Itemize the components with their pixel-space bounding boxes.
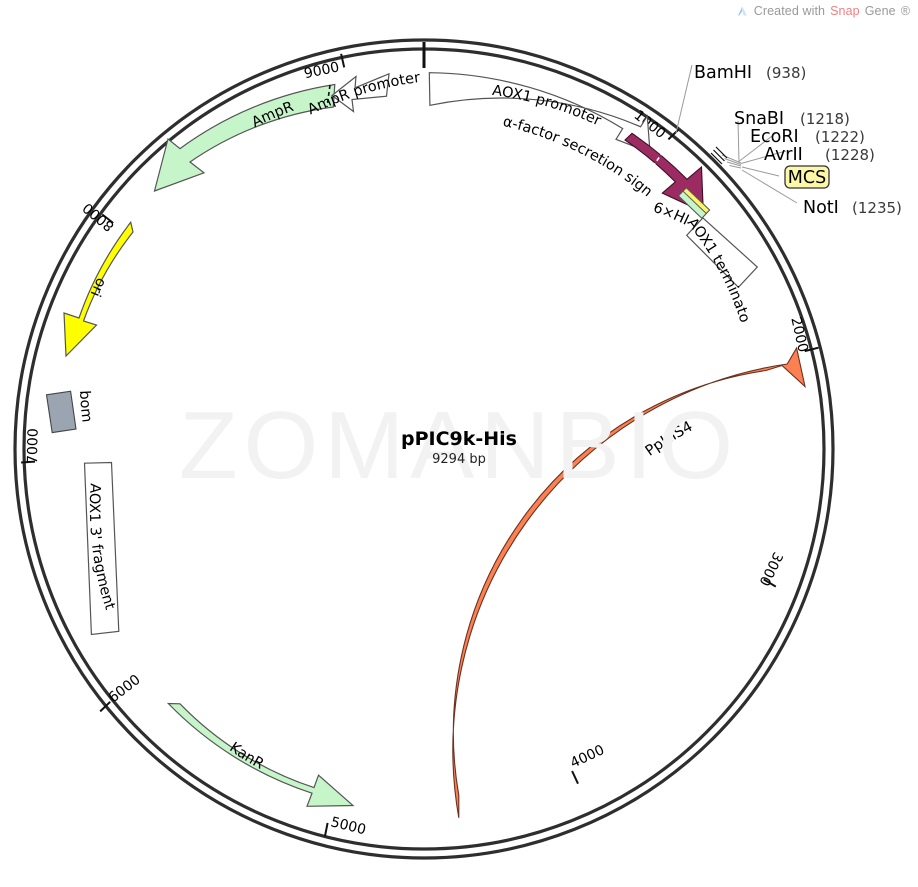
attribution-brand: Snap <box>830 4 860 18</box>
feature-label: ori <box>87 275 109 299</box>
site-name: SnaBI <box>734 109 784 129</box>
snapgene-attribution: Created with Snap Gene ® <box>736 4 910 18</box>
tick-3000: 3000 <box>755 549 785 588</box>
site-name: EcoRI <box>750 127 799 147</box>
feature-label: KanR <box>226 740 266 773</box>
site-position: (1235) <box>852 199 902 217</box>
site-bamhi[interactable]: BamHI (938) <box>694 63 806 83</box>
feature-aox1-promoter[interactable]: AOX1 promoter <box>428 72 651 154</box>
feature-ori[interactable]: ori <box>63 220 134 358</box>
site-name: BamHI <box>694 63 752 83</box>
tick-7000: 7000 <box>21 428 42 464</box>
site-name: NotI <box>803 198 839 218</box>
tick-8000: 8000 <box>80 199 118 234</box>
site-position: (1222) <box>815 128 865 146</box>
mcs-label: MCS <box>788 168 826 188</box>
snapgene-logo-icon <box>736 5 749 18</box>
tick-9000: 9000 <box>303 53 346 82</box>
restriction-site-leaders <box>675 64 798 204</box>
tick-label: 3000 <box>755 549 785 588</box>
feature-aox1-3-fragment[interactable]: AOX1 3' fragment <box>83 461 120 636</box>
plasmid-name: pPIC9k-His <box>400 428 517 450</box>
tick-label: 8000 <box>80 199 118 234</box>
site-position: (1228) <box>825 146 875 164</box>
feature-label: AOX1 terminator <box>0 0 753 325</box>
feature-label: bom <box>76 390 95 423</box>
attribution-sup: ® <box>900 4 910 18</box>
site-position: (1218) <box>800 110 850 128</box>
site-name: AvrII <box>764 145 803 165</box>
tick-label: 2000 <box>787 316 810 354</box>
tick-6000: 6000 <box>99 672 144 713</box>
tick-label: 9000 <box>303 59 341 82</box>
plasmid-size: 9294 bp <box>432 452 486 467</box>
feature-bom[interactable]: bom <box>45 388 95 434</box>
mcs-badge[interactable]: MCS <box>784 165 830 189</box>
tick-5000: 5000 <box>323 814 367 838</box>
attribution-brand2: Gene <box>864 4 896 18</box>
site-ecori[interactable]: EcoRI (1222) <box>750 127 865 147</box>
tick-label: 6000 <box>106 672 144 706</box>
site-avrii[interactable]: AvrII (1228) <box>764 145 875 165</box>
attribution-prefix: Created with <box>753 4 826 18</box>
tick-label: 7000 <box>25 428 42 464</box>
tick-4000: 4000 <box>568 742 607 785</box>
site-position: (938) <box>766 64 806 82</box>
feature-aox1-terminator[interactable]: AOX1 terminator <box>0 0 759 325</box>
tick-2000: 2000 <box>787 316 819 354</box>
tick-label: 4000 <box>568 742 607 772</box>
feature-ampr[interactable]: AmpR <box>153 83 336 192</box>
site-noti[interactable]: NotI (1235) <box>803 198 902 218</box>
watermark-zomanbio: ZOMANBIO <box>178 392 739 499</box>
site-snabi[interactable]: SnaBI (1218) <box>734 109 850 129</box>
restriction-site-labels[interactable]: BamHI (938) SnaBI (1218) EcoRI (1222) Av… <box>694 63 902 218</box>
tick-label: 5000 <box>329 814 367 838</box>
feature-kanr[interactable]: KanR <box>166 702 355 807</box>
